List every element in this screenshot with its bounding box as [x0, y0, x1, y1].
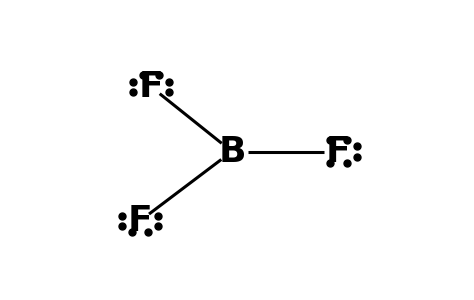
Text: B: B: [218, 134, 246, 169]
Text: F: F: [326, 134, 351, 169]
Text: F: F: [128, 204, 153, 238]
Text: F: F: [139, 70, 164, 104]
